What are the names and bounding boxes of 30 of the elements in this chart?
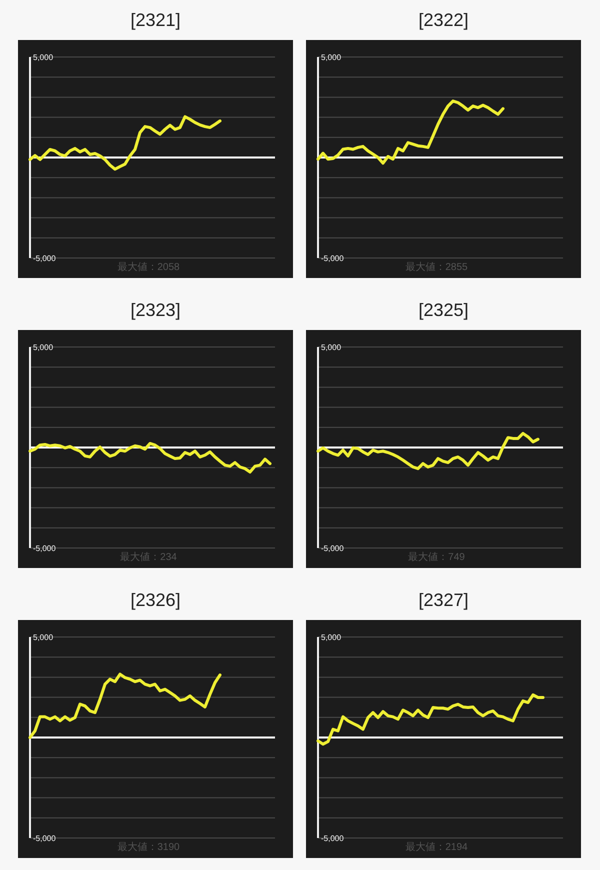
line-series: [28, 442, 272, 474]
text: 最大値：2194: [405, 841, 468, 853]
y-tick-label: 5,000: [33, 52, 54, 62]
text: 最大値：2058: [117, 261, 180, 273]
y-tick-label: -5,000: [321, 834, 344, 843]
text: 最大値：3190: [117, 841, 180, 853]
y-tick-label: -5,000: [321, 544, 344, 553]
chart-title: [2322]: [418, 10, 469, 30]
line-series: [316, 432, 540, 470]
y-tick-label: 5,000: [33, 342, 54, 352]
chart-title: [2323]: [130, 300, 181, 320]
y-tick-label: -5,000: [33, 544, 56, 553]
y-tick-label: 5,000: [321, 52, 342, 62]
y-tick-label: 5,000: [321, 632, 342, 642]
y-tick-label: 5,000: [321, 342, 342, 352]
text: 最大値：749: [408, 551, 466, 563]
chart-title: [2327]: [418, 590, 469, 610]
text: 最大値：234: [120, 551, 178, 563]
line-series: [28, 672, 222, 739]
text: 最大値：2855: [405, 261, 468, 273]
chart-title: [2326]: [130, 590, 181, 610]
y-tick-label: -5,000: [33, 834, 56, 843]
line-series: [28, 115, 222, 171]
y-tick-label: -5,000: [33, 254, 56, 263]
y-tick-label: 5,000: [33, 632, 54, 642]
chart-title: [2321]: [130, 10, 181, 30]
line-series: [316, 693, 544, 746]
chart-title: [2325]: [418, 300, 469, 320]
line-series: [316, 100, 504, 165]
y-tick-label: -5,000: [321, 254, 344, 263]
